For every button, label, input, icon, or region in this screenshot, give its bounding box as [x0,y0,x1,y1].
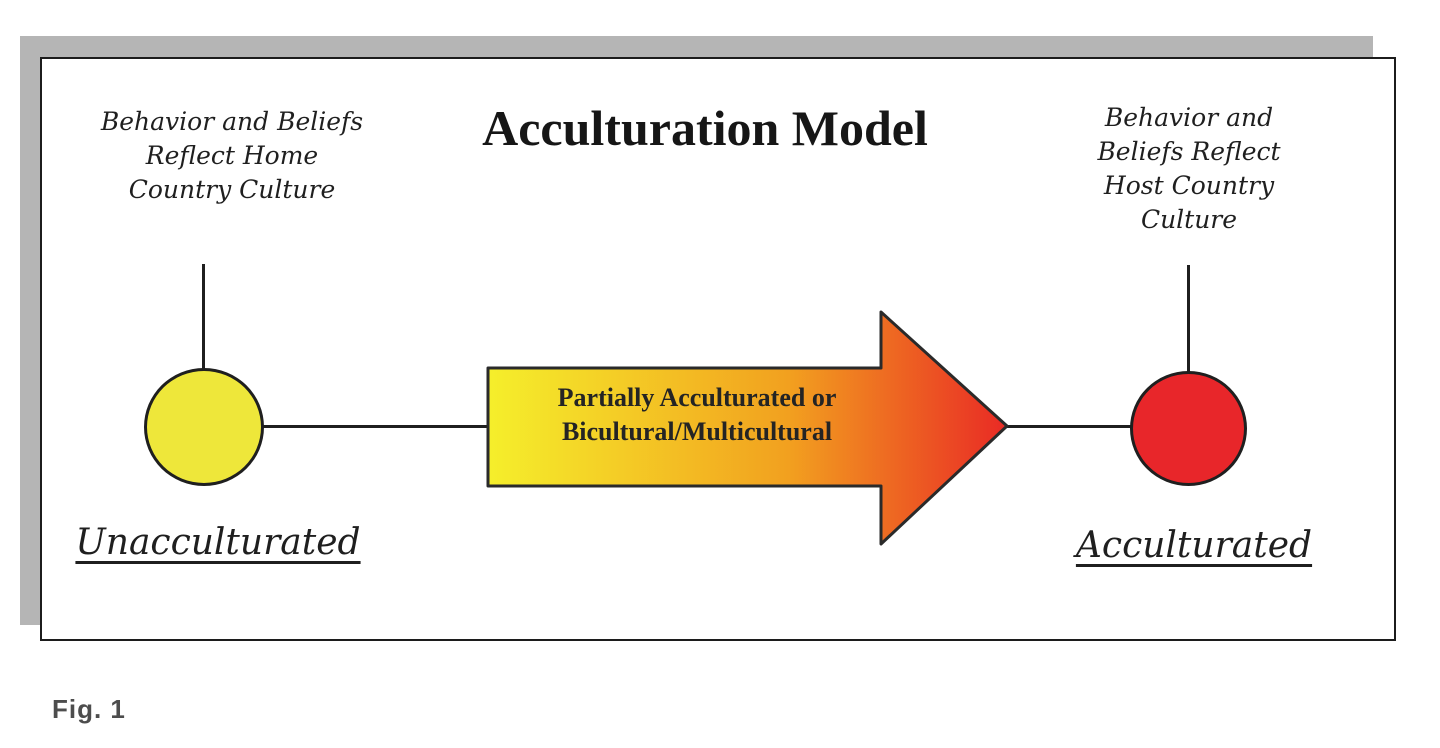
arrow-shape [486,310,1009,546]
caption-line: Reflect Home [145,141,319,170]
caption-line: Beliefs Reflect [1097,137,1281,166]
unacculturated-label: Unacculturated [75,522,361,563]
caption-line: Country Culture [128,175,336,204]
unacculturated-node [144,368,264,486]
caption-line: Culture [1140,205,1238,234]
arrow-label: Partially Acculturated or Bicultural/Mul… [502,381,892,449]
host-culture-caption: Behavior and Beliefs Reflect Host Countr… [1037,101,1341,237]
acculturated-label: Acculturated [1075,525,1313,566]
right-connector-line [1187,265,1190,372]
figure-number: Fig. 1 [52,694,126,724]
arrow-label-line: Bicultural/Multicultural [561,417,833,446]
home-culture-caption: Behavior and Beliefs Reflect Home Countr… [80,105,384,207]
caption-line: Behavior and Beliefs [100,107,364,136]
diagram-panel: Behavior and Beliefs Reflect Home Countr… [40,57,1396,641]
acculturated-node [1130,371,1247,486]
diagram-title: Acculturation Model [482,100,928,156]
caption-line: Host Country [1103,171,1275,200]
acculturation-arrow [486,310,1009,546]
caption-line: Behavior and [1104,103,1274,132]
left-connector-line [202,264,205,371]
arrow-label-line: Partially Acculturated or [557,383,837,412]
